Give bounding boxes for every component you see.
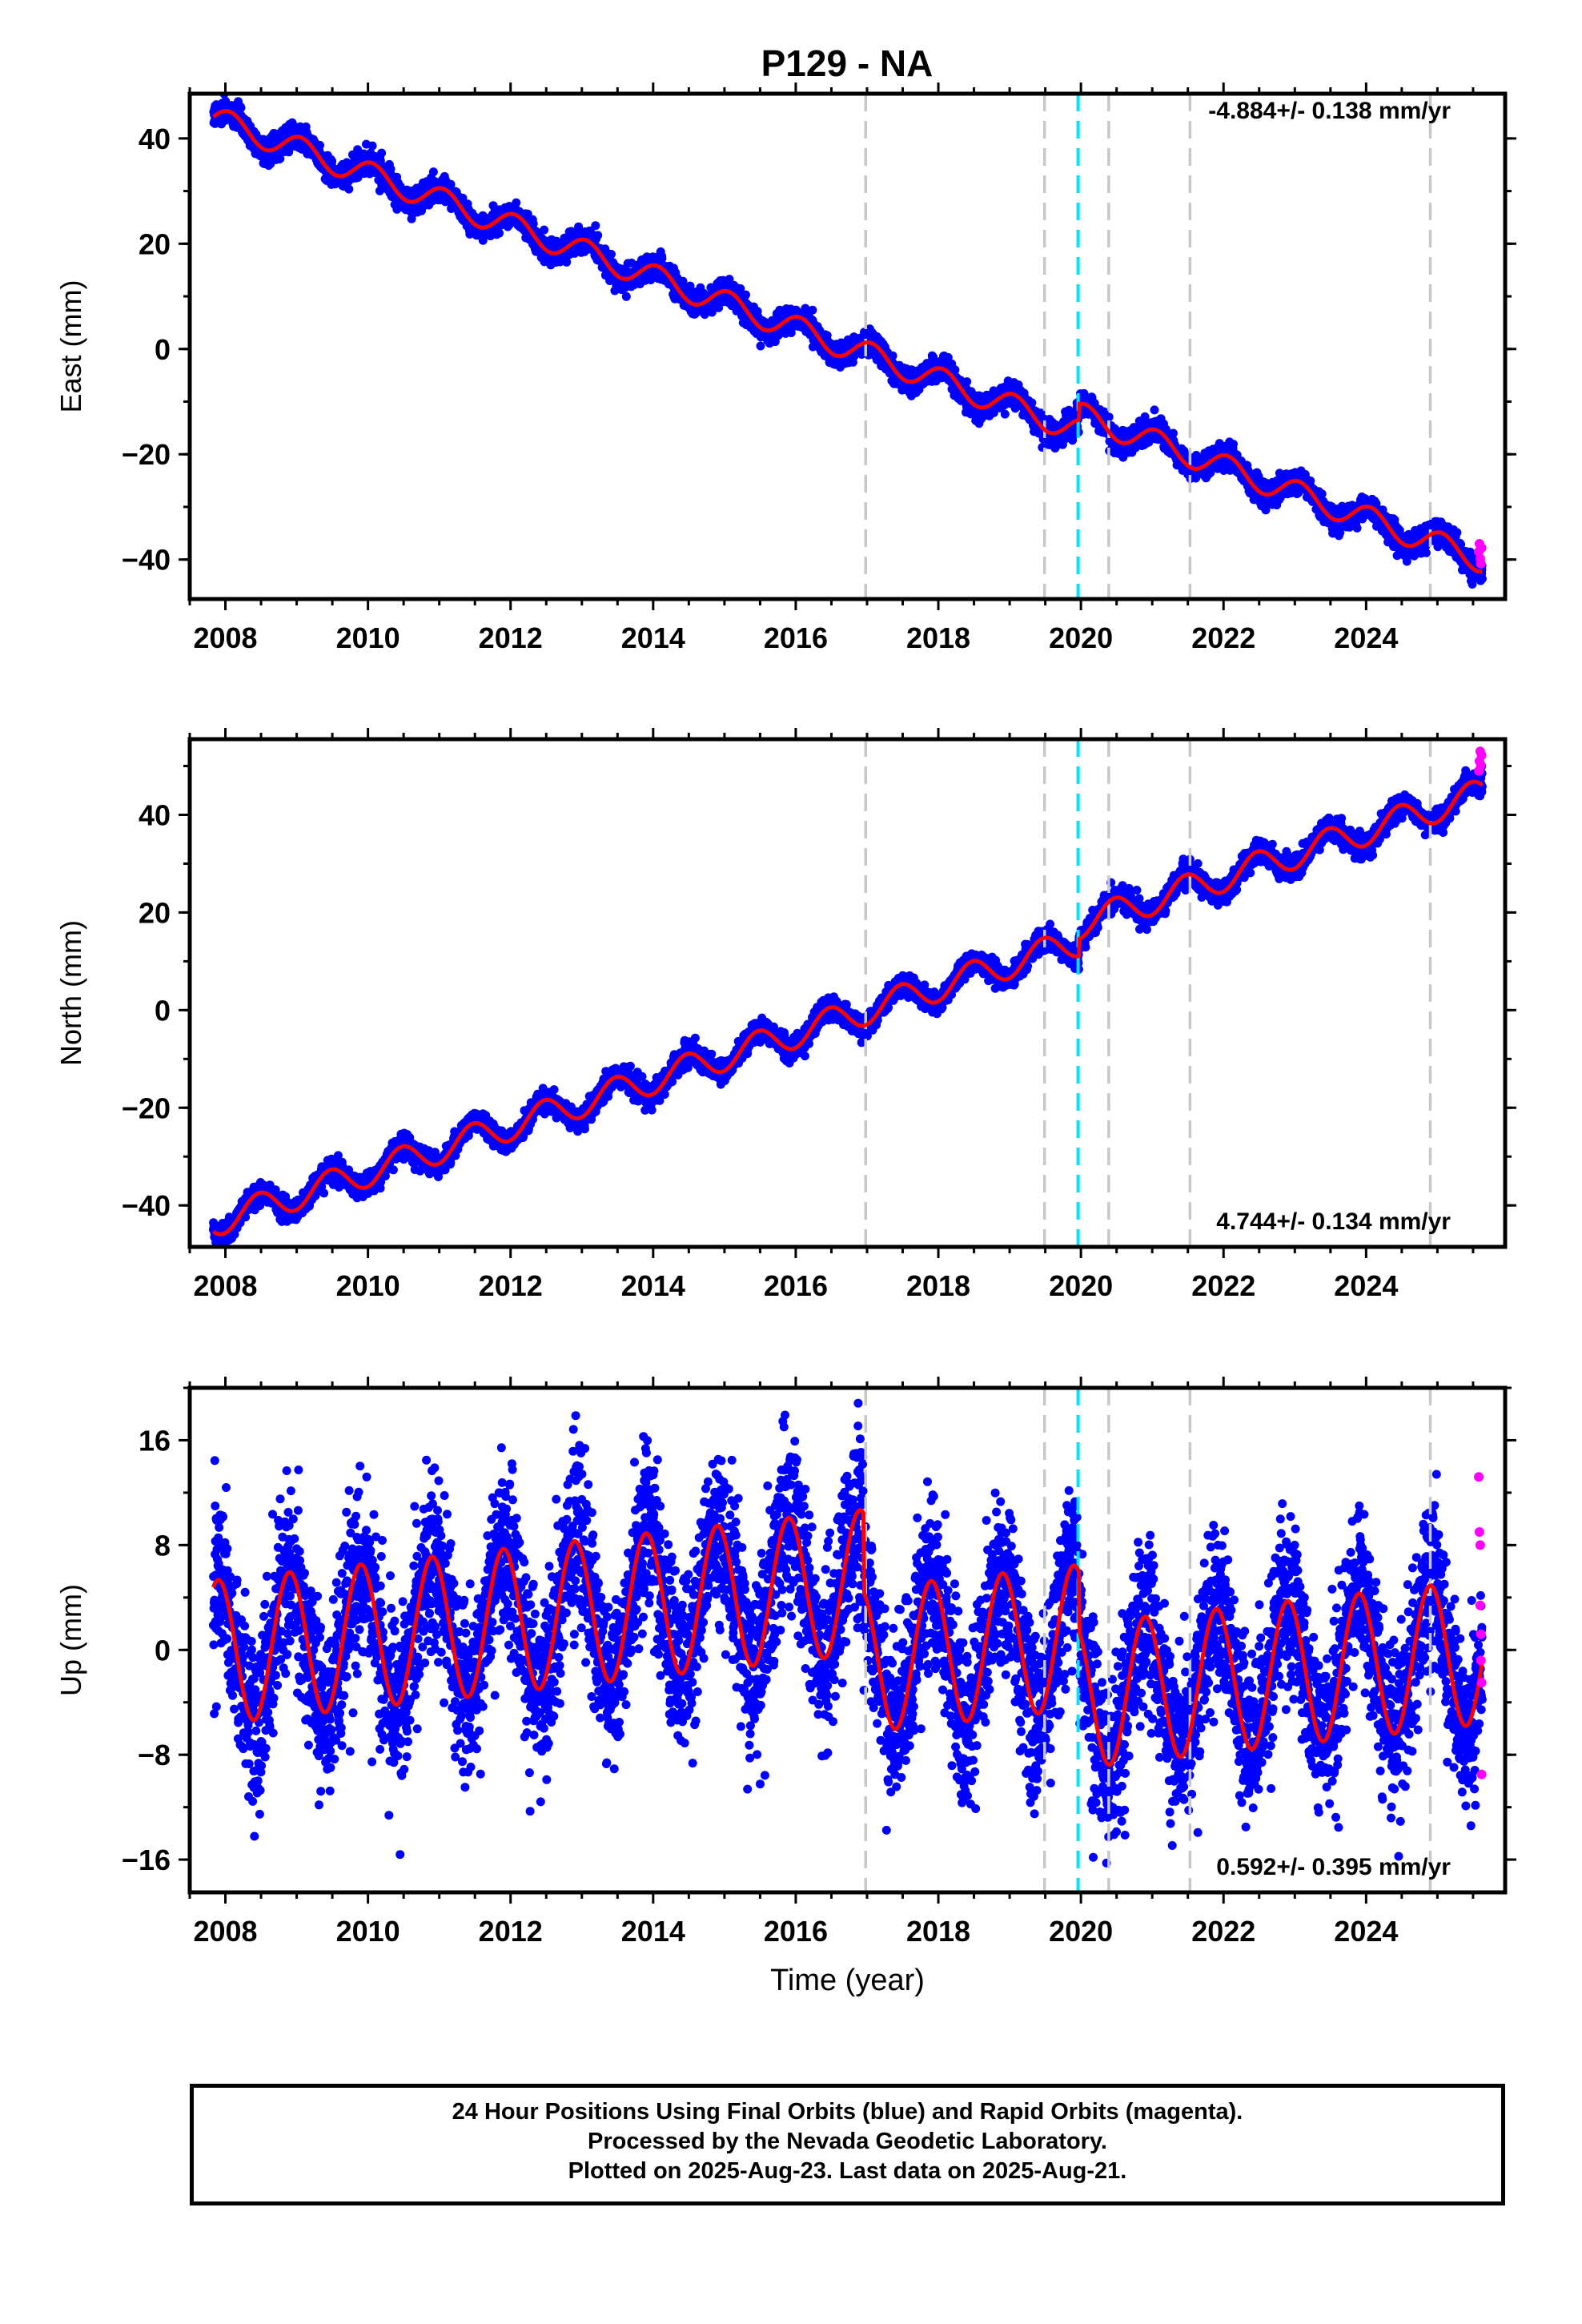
east-data-point	[1150, 405, 1159, 415]
chart-title: P129 - NA	[761, 42, 934, 84]
east-data-point	[236, 103, 246, 113]
east-data-point	[377, 148, 387, 158]
east-data-point	[621, 292, 631, 301]
east-data-point	[593, 231, 603, 240]
east-data-point	[756, 341, 765, 351]
east-data-point	[678, 276, 688, 286]
east-data-point	[808, 305, 817, 315]
east-data-point	[446, 179, 456, 189]
east-final-orbit-points	[209, 94, 1487, 589]
east-data-point	[275, 154, 285, 163]
east-data-point	[1104, 412, 1114, 422]
east-data-point	[540, 225, 549, 235]
east-data-point	[428, 167, 438, 177]
east-data-point	[528, 219, 538, 228]
east-data-point	[607, 250, 616, 259]
east-data-point	[367, 141, 377, 151]
east-data-point	[327, 156, 337, 166]
east-data-point	[512, 198, 521, 207]
east-data-point	[1000, 409, 1010, 419]
east-panel: 2008 2010 2012 2014 2016 2018 2020 2022 2024−40−…	[54, 82, 1516, 654]
east-data-point	[315, 140, 324, 150]
east-data-point	[344, 184, 354, 194]
east-data-point	[458, 193, 468, 203]
east-data-point	[741, 290, 750, 300]
east-data-point	[284, 147, 294, 157]
east-data-point	[591, 221, 600, 231]
east-data-point	[962, 377, 972, 387]
east-plot-area	[209, 94, 1487, 599]
east-data-point	[495, 228, 504, 238]
